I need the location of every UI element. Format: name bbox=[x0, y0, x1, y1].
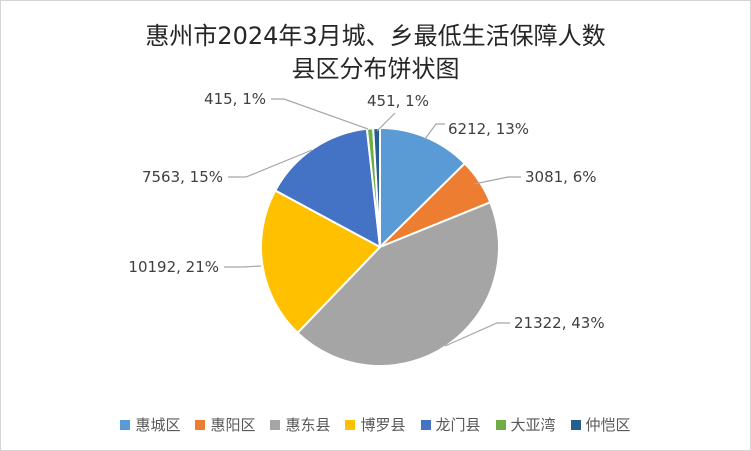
legend-label: 仲恺区 bbox=[585, 416, 631, 434]
leader-line-6 bbox=[376, 112, 396, 132]
legend-item-4[interactable]: 龙门县 bbox=[420, 414, 481, 435]
leader-line-2 bbox=[444, 322, 510, 347]
data-label-1: 3081, 6% bbox=[525, 168, 597, 186]
data-label-2: 21322, 43% bbox=[514, 314, 605, 332]
legend-item-5[interactable]: 大亚湾 bbox=[495, 414, 556, 435]
legend-label: 博罗县 bbox=[360, 416, 406, 434]
chart-legend: 惠城区 惠阳区 惠东县 博罗县 龙门县 大亚湾 仲恺区 bbox=[1, 414, 750, 435]
data-label-6: 451, 1% bbox=[367, 92, 429, 110]
data-label-3: 10192, 21% bbox=[128, 258, 219, 276]
legend-label: 龙门县 bbox=[435, 416, 481, 434]
data-label-5: 415, 1% bbox=[204, 90, 266, 108]
leader-line-4 bbox=[228, 149, 313, 178]
legend-swatch-icon bbox=[195, 419, 206, 430]
legend-swatch-icon bbox=[420, 419, 431, 430]
legend-label: 大亚湾 bbox=[510, 416, 556, 434]
leader-line-5 bbox=[271, 98, 369, 130]
legend-item-2[interactable]: 惠东县 bbox=[270, 414, 330, 435]
legend-item-1[interactable]: 惠阳区 bbox=[195, 414, 255, 435]
legend-swatch-icon bbox=[570, 419, 581, 430]
pie-slice-3[interactable] bbox=[260, 189, 381, 334]
legend-item-6[interactable]: 仲恺区 bbox=[570, 414, 631, 435]
legend-label: 惠城区 bbox=[135, 416, 181, 434]
pie-slice-4[interactable] bbox=[274, 127, 381, 248]
legend-swatch-icon bbox=[270, 419, 281, 430]
legend-swatch-icon bbox=[495, 419, 506, 430]
data-label-4: 7563, 15% bbox=[142, 168, 223, 186]
legend-label: 惠东县 bbox=[285, 416, 331, 434]
legend-item-0[interactable]: 惠城区 bbox=[120, 414, 180, 435]
legend-item-3[interactable]: 博罗县 bbox=[345, 414, 406, 435]
leader-line-0 bbox=[424, 123, 445, 140]
leader-line-1 bbox=[473, 176, 521, 185]
legend-label: 惠阳区 bbox=[210, 416, 256, 434]
data-label-0: 6212, 13% bbox=[448, 120, 529, 138]
leader-line-3 bbox=[224, 265, 262, 268]
legend-swatch-icon bbox=[345, 419, 356, 430]
legend-swatch-icon bbox=[120, 419, 131, 430]
